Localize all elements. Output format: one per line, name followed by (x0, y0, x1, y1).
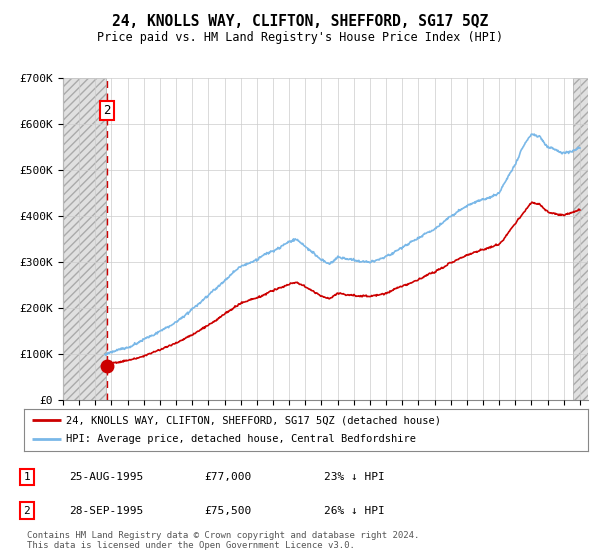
Text: 2: 2 (23, 506, 31, 516)
Bar (573, 78, 588, 400)
Text: 23% ↓ HPI: 23% ↓ HPI (324, 472, 385, 482)
Text: 24, KNOLLS WAY, CLIFTON, SHEFFORD, SG17 5QZ: 24, KNOLLS WAY, CLIFTON, SHEFFORD, SG17 … (112, 14, 488, 29)
Text: 2: 2 (103, 104, 111, 117)
Text: Contains HM Land Registry data © Crown copyright and database right 2024.
This d: Contains HM Land Registry data © Crown c… (27, 530, 419, 550)
Text: Price paid vs. HM Land Registry's House Price Index (HPI): Price paid vs. HM Land Registry's House … (97, 31, 503, 44)
Bar (63, 78, 106, 400)
Text: 1: 1 (23, 472, 31, 482)
Text: 24, KNOLLS WAY, CLIFTON, SHEFFORD, SG17 5QZ (detached house): 24, KNOLLS WAY, CLIFTON, SHEFFORD, SG17 … (66, 415, 442, 425)
Text: £75,500: £75,500 (204, 506, 251, 516)
Text: HPI: Average price, detached house, Central Bedfordshire: HPI: Average price, detached house, Cent… (66, 435, 416, 445)
Text: £77,000: £77,000 (204, 472, 251, 482)
Text: 25-AUG-1995: 25-AUG-1995 (69, 472, 143, 482)
Text: 28-SEP-1995: 28-SEP-1995 (69, 506, 143, 516)
Text: 26% ↓ HPI: 26% ↓ HPI (324, 506, 385, 516)
